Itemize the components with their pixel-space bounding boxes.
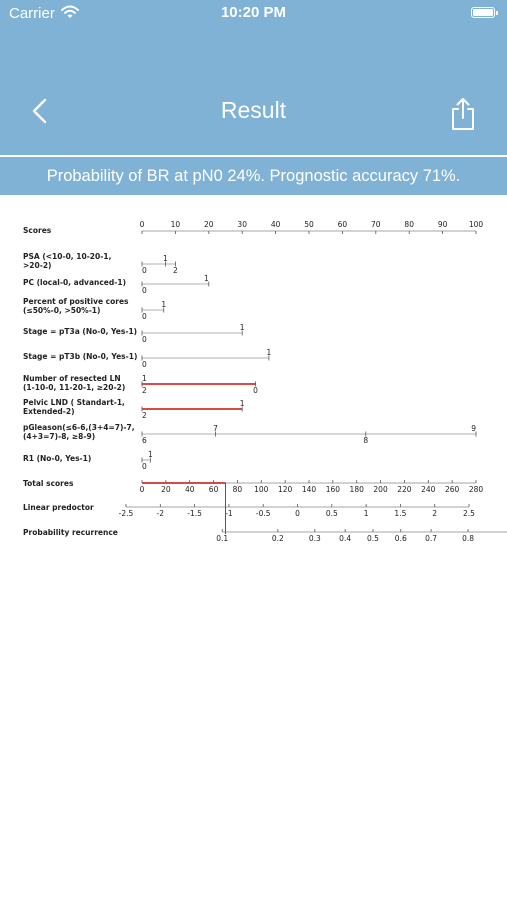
total-tick-label: 160 bbox=[326, 485, 341, 494]
row-label-psa: PSA (<10-0, 10-20-1, >20-2) bbox=[23, 252, 112, 270]
scores-tick-label: 100 bbox=[469, 220, 484, 229]
total-tick-label: 60 bbox=[209, 485, 219, 494]
battery-icon bbox=[471, 7, 498, 18]
r1-value-label: 1 bbox=[148, 450, 153, 459]
linear-tick-label: -1.5 bbox=[187, 509, 202, 518]
row-label-r1: R1 (No-0, Yes-1) bbox=[23, 454, 92, 463]
plnd-value-label: 2 bbox=[142, 411, 147, 420]
total-tick-label: 40 bbox=[185, 485, 195, 494]
probability-tick-label: 0.5 bbox=[367, 534, 379, 543]
status-time: 10:20 PM bbox=[220, 4, 287, 21]
total-tick-label: 260 bbox=[445, 485, 460, 494]
scores-tick-label: 30 bbox=[237, 220, 247, 229]
total-tick-label: 20 bbox=[161, 485, 171, 494]
ppc-value-label: 0 bbox=[142, 312, 147, 321]
total-tick-label: 220 bbox=[397, 485, 412, 494]
row-label-ln: Number of resected LN (1-10-0, 11-20-1, … bbox=[23, 374, 126, 392]
row-label-pc: PC (local-0, advanced-1) bbox=[23, 278, 127, 287]
linear-tick-label: -2 bbox=[157, 509, 165, 518]
linear-tick-label: -2.5 bbox=[119, 509, 134, 518]
back-button[interactable] bbox=[28, 96, 52, 126]
probability-tick-label: 0.8 bbox=[462, 534, 474, 543]
psa-value-label: 0 bbox=[142, 266, 147, 275]
pt3b-value-label: 0 bbox=[142, 360, 147, 369]
total-tick-label: 0 bbox=[140, 485, 145, 494]
scores-tick-label: 0 bbox=[140, 220, 145, 229]
chevron-left-icon bbox=[32, 98, 47, 124]
linear-tick-label: -0.5 bbox=[256, 509, 271, 518]
pt3a-value-label: 0 bbox=[142, 335, 147, 344]
share-icon bbox=[452, 98, 474, 130]
psa-value-label: 2 bbox=[173, 266, 178, 275]
row-label-pt3a: Stage = pT3a (No-0, Yes-1) bbox=[23, 327, 138, 336]
ln-value-label: 2 bbox=[142, 386, 147, 395]
row-label-prob: Probability recurrence bbox=[23, 528, 118, 537]
linear-tick-label: -1 bbox=[225, 509, 233, 518]
wifi-icon bbox=[61, 5, 79, 18]
linear-tick-label: 0.5 bbox=[326, 509, 338, 518]
scores-tick-label: 60 bbox=[338, 220, 348, 229]
scores-tick-label: 70 bbox=[371, 220, 381, 229]
linear-tick-label: 2.5 bbox=[463, 509, 475, 518]
result-banner: Probability of BR at pN0 24%. Prognostic… bbox=[0, 157, 507, 195]
scores-tick-label: 80 bbox=[404, 220, 414, 229]
plnd-value-label: 1 bbox=[240, 399, 245, 408]
probability-tick-label: 0.1 bbox=[216, 534, 228, 543]
row-label-plnd: Pelvic LND ( Standart-1, Extended-2) bbox=[23, 398, 125, 416]
scores-tick-label: 10 bbox=[171, 220, 181, 229]
row-label-ppc: Percent of positive cores (≤50%-0, >50%-… bbox=[23, 297, 129, 315]
row-label-linear: Linear predoctor bbox=[23, 503, 94, 512]
linear-tick-label: 1.5 bbox=[394, 509, 406, 518]
row-label-scores: Scores bbox=[23, 226, 52, 235]
probability-tick-label: 0.6 bbox=[395, 534, 407, 543]
total-tick-label: 140 bbox=[302, 485, 317, 494]
ln-value-label: 0 bbox=[253, 386, 258, 395]
ln-value-label: 1 bbox=[142, 374, 147, 383]
psa-value-label: 1 bbox=[163, 254, 168, 263]
pc-value-label: 1 bbox=[204, 274, 209, 283]
pc-value-label: 0 bbox=[142, 286, 147, 295]
scores-tick-label: 50 bbox=[304, 220, 314, 229]
gleason-value-label: 9 bbox=[471, 424, 476, 433]
gleason-value-label: 8 bbox=[363, 436, 368, 445]
total-tick-label: 280 bbox=[469, 485, 484, 494]
ppc-value-label: 1 bbox=[161, 300, 166, 309]
probability-tick-label: 0.7 bbox=[425, 534, 437, 543]
nomogram: Scores PSA (<10-0, 10-20-1, >20-2) PC (loc… bbox=[0, 195, 507, 550]
row-label-gleason: pGleason(≤6-6,(3+4=7)-7, (4+3=7)-8, ≥8-9… bbox=[23, 423, 135, 441]
scores-tick-label: 90 bbox=[438, 220, 448, 229]
gleason-value-label: 7 bbox=[213, 424, 218, 433]
linear-tick-label: 2 bbox=[432, 509, 437, 518]
total-tick-label: 180 bbox=[350, 485, 365, 494]
pt3b-value-label: 1 bbox=[267, 348, 272, 357]
probability-tick-label: 0.4 bbox=[339, 534, 351, 543]
nav-header: Carrier 10:20 PM Result bbox=[0, 0, 507, 155]
carrier-label: Carrier bbox=[9, 5, 55, 22]
linear-tick-label: 0 bbox=[295, 509, 300, 518]
status-bar: Carrier 10:20 PM bbox=[0, 0, 507, 28]
probability-tick-label: 0.3 bbox=[309, 534, 321, 543]
page-title: Result bbox=[220, 97, 287, 123]
total-tick-label: 100 bbox=[254, 485, 269, 494]
total-tick-label: 200 bbox=[373, 485, 388, 494]
total-tick-label: 240 bbox=[421, 485, 436, 494]
scores-tick-label: 20 bbox=[204, 220, 214, 229]
share-button[interactable] bbox=[449, 96, 477, 132]
row-label-total: Total scores bbox=[23, 479, 74, 488]
scores-tick-label: 40 bbox=[271, 220, 281, 229]
row-label-pt3b: Stage = pT3b (No-0, Yes-1) bbox=[23, 352, 138, 361]
r1-value-label: 0 bbox=[142, 462, 147, 471]
linear-tick-label: 1 bbox=[364, 509, 369, 518]
total-tick-label: 80 bbox=[233, 485, 243, 494]
pt3a-value-label: 1 bbox=[240, 323, 245, 332]
gleason-value-label: 6 bbox=[142, 436, 147, 445]
probability-tick-label: 0.2 bbox=[272, 534, 284, 543]
total-tick-label: 120 bbox=[278, 485, 293, 494]
